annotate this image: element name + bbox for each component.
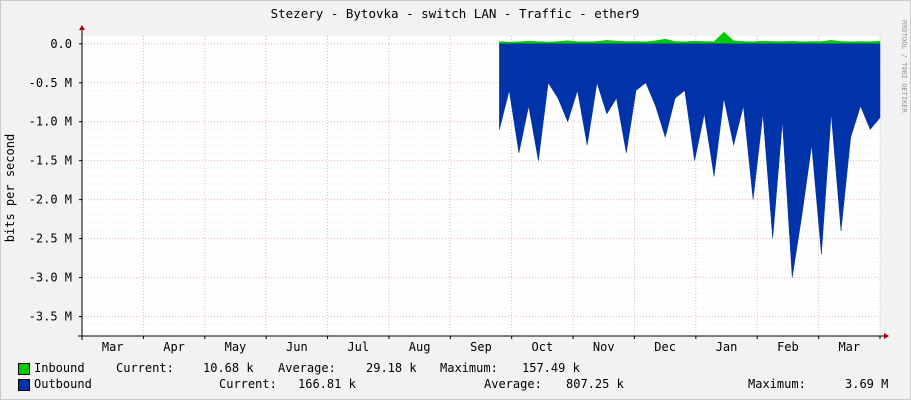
y-tick-label: 0.0 xyxy=(50,37,72,51)
rrdtool-watermark: RRDTOOL / TOBI OETIKER xyxy=(900,20,908,114)
y-tick-label: -2.5 M xyxy=(29,232,72,246)
y-tick-label: -3.5 M xyxy=(29,310,72,324)
x-tick-label: Mar xyxy=(838,340,860,354)
x-tick-label: Apr xyxy=(163,340,185,354)
legend-row-outbound: Outbound Current: 166.81 k Average: 807.… xyxy=(0,377,911,393)
outbound-maximum-label: Maximum: xyxy=(748,377,806,391)
y-tick-label: -1.0 M xyxy=(29,115,72,129)
outbound-current-value: 166.81 k xyxy=(298,377,356,391)
chart-title: Stezery - Bytovka - switch LAN - Traffic… xyxy=(271,6,640,21)
y-axis-label: bits per second xyxy=(3,134,17,242)
inbound-current-value: 10.68 k xyxy=(203,361,254,375)
outbound-average-value: 807.25 k xyxy=(566,377,624,391)
x-tick-label: Oct xyxy=(532,340,554,354)
y-tick-label: -2.0 M xyxy=(29,193,72,207)
x-tick-label: Jan xyxy=(716,340,738,354)
grid xyxy=(81,36,881,336)
inbound-average-value: 29.18 k xyxy=(366,361,417,375)
x-tick-label: Sep xyxy=(470,340,492,354)
inbound-average-label: Average: xyxy=(278,361,336,375)
inbound-maximum-value: 157.49 k xyxy=(522,361,580,375)
x-tick-label: Jun xyxy=(286,340,308,354)
x-tick-label: Aug xyxy=(409,340,431,354)
inbound-swatch xyxy=(18,363,30,375)
series-area-inbound xyxy=(499,31,881,45)
inbound-name: Inbound xyxy=(34,361,85,375)
y-tick-label: -3.0 M xyxy=(29,271,72,285)
series-areas xyxy=(499,31,881,278)
x-tick-labels: Mar Apr May Jun Jul Aug Sep Oct Nov Dec Jan Feb Mar xyxy=(102,340,860,354)
y-axis-arrow xyxy=(79,25,85,30)
x-axis-arrow xyxy=(884,333,889,339)
outbound-maximum-value: 3.69 M xyxy=(845,377,889,391)
inbound-maximum-label: Maximum: xyxy=(440,361,498,375)
x-tick-label: Mar xyxy=(102,340,124,354)
series-area-outbound xyxy=(499,43,881,278)
x-tick-label: May xyxy=(225,340,247,354)
y-tick-labels: 0.0 -0.5 M -1.0 M -1.5 M -2.0 M -2.5 M -3.0 M -… xyxy=(29,37,72,324)
y-tick-label: -1.5 M xyxy=(29,154,72,168)
y-tick-label: -0.5 M xyxy=(29,76,72,90)
x-tick-label: Jul xyxy=(347,340,369,354)
outbound-swatch xyxy=(18,379,30,391)
x-tick-label: Dec xyxy=(654,340,676,354)
inbound-current-label: Current: xyxy=(116,361,174,375)
outbound-name: Outbound xyxy=(34,377,92,391)
x-tick-label: Feb xyxy=(777,340,799,354)
x-tick-label: Nov xyxy=(593,340,615,354)
outbound-current-label: Current: xyxy=(219,377,277,391)
legend-row-inbound: Inbound Current: 10.68 k Average: 29.18 … xyxy=(0,361,911,377)
outbound-average-label: Average: xyxy=(484,377,542,391)
axes xyxy=(78,25,889,340)
